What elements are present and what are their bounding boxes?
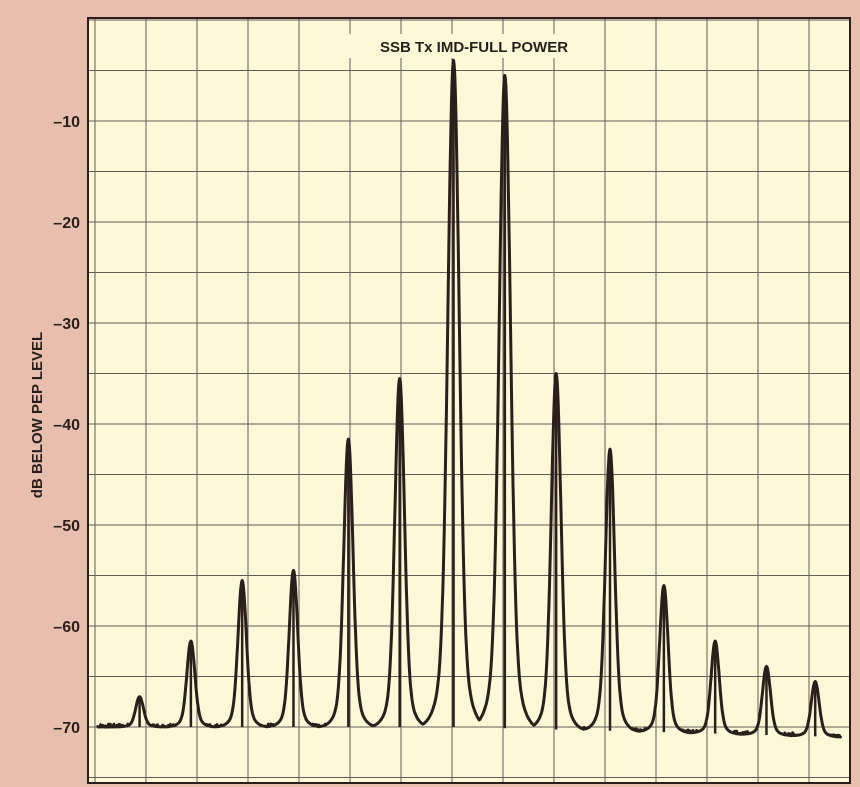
- spectrum-trace: [96, 58, 843, 739]
- y-tick-label: –10: [53, 114, 80, 131]
- plot-area: [88, 18, 850, 783]
- y-axis-label: dB BELOW PEP LEVEL: [29, 332, 46, 498]
- y-tick-label: –30: [53, 316, 80, 333]
- y-tick-label: –50: [53, 518, 80, 535]
- spectrum-trace-layer: [96, 58, 843, 739]
- y-tick-label: –40: [53, 417, 80, 434]
- y-tick-label: –60: [53, 619, 80, 636]
- chart-title: SSB Tx IMD-FULL POWER: [380, 39, 568, 56]
- plot-frame: [87, 17, 851, 784]
- y-tick-label: –20: [53, 215, 80, 232]
- title-backdrop: [348, 34, 600, 58]
- y-tick-labels: –10 –20 –30 –40 –50 –60 –70: [53, 114, 80, 737]
- y-tick-label: –70: [53, 720, 80, 737]
